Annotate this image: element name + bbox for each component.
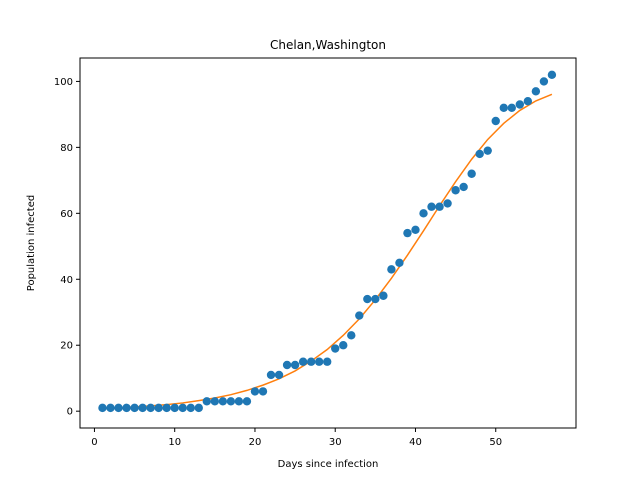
data-point — [523, 97, 533, 106]
data-point — [483, 146, 492, 155]
data-point — [106, 403, 115, 413]
data-point — [306, 357, 316, 366]
x-tick-label: 20 — [249, 437, 262, 448]
data-point — [266, 370, 276, 380]
y-axis-label: Population infected — [26, 195, 37, 291]
data-point — [411, 225, 420, 235]
data-point — [250, 387, 260, 396]
data-point — [194, 403, 203, 413]
data-point — [331, 344, 340, 353]
data-point — [138, 403, 147, 413]
x-axis-label: Days since infection — [278, 459, 379, 470]
plot-layer — [98, 70, 557, 413]
data-point — [218, 397, 228, 406]
x-axis-ticks: 0 10 20 30 40 50 — [91, 428, 502, 448]
data-point — [475, 149, 484, 159]
data-point — [146, 403, 155, 413]
chart-title: Chelan,Washington — [270, 38, 386, 52]
y-tick-label: 100 — [54, 77, 73, 88]
data-point — [234, 397, 244, 406]
data-point — [547, 70, 557, 80]
plot-frame — [79, 57, 577, 429]
data-point — [355, 311, 364, 320]
data-point — [539, 77, 549, 86]
data-point — [226, 397, 236, 406]
x-tick-label: 10 — [168, 437, 181, 448]
data-point — [403, 228, 412, 238]
data-point — [531, 87, 541, 96]
data-point — [202, 397, 212, 406]
data-point — [242, 397, 252, 406]
data-point — [363, 294, 372, 304]
data-point — [290, 360, 300, 370]
data-point — [323, 357, 332, 366]
data-point — [170, 403, 179, 413]
y-axis-ticks: 0 20 40 60 80 100 — [54, 77, 80, 418]
data-point — [371, 294, 380, 304]
data-point — [387, 265, 396, 274]
data-point — [258, 387, 268, 396]
data-point — [395, 258, 404, 267]
data-point — [443, 199, 452, 208]
x-tick-label: 0 — [91, 437, 97, 448]
data-point — [314, 357, 324, 366]
data-point — [459, 182, 468, 192]
data-point — [130, 403, 139, 413]
y-tick-label: 0 — [67, 407, 73, 418]
y-tick-label: 60 — [60, 209, 73, 220]
data-point — [298, 357, 308, 366]
data-point — [451, 186, 460, 195]
data-point — [186, 403, 195, 413]
data-point — [467, 169, 476, 178]
data-point — [98, 403, 107, 413]
data-point — [154, 403, 163, 413]
y-tick-label: 20 — [60, 341, 73, 352]
data-point — [419, 209, 428, 218]
x-tick-label: 50 — [489, 437, 502, 448]
x-tick-label: 40 — [409, 437, 422, 448]
data-point — [122, 403, 131, 413]
y-tick-label: 40 — [60, 275, 73, 286]
x-tick-label: 30 — [329, 437, 342, 448]
data-point — [379, 291, 388, 300]
data-point — [427, 202, 436, 211]
data-point — [339, 341, 348, 350]
data-point — [210, 397, 220, 406]
data-point — [282, 360, 292, 370]
data-point — [435, 202, 444, 211]
data-point — [162, 403, 171, 413]
data-point — [499, 103, 508, 113]
data-point — [515, 100, 525, 109]
y-tick-label: 80 — [60, 143, 73, 154]
data-point — [347, 331, 356, 340]
data-point — [274, 370, 284, 380]
data-point — [178, 403, 187, 413]
data-point — [507, 103, 516, 113]
data-point — [114, 403, 123, 413]
data-point — [491, 116, 500, 126]
